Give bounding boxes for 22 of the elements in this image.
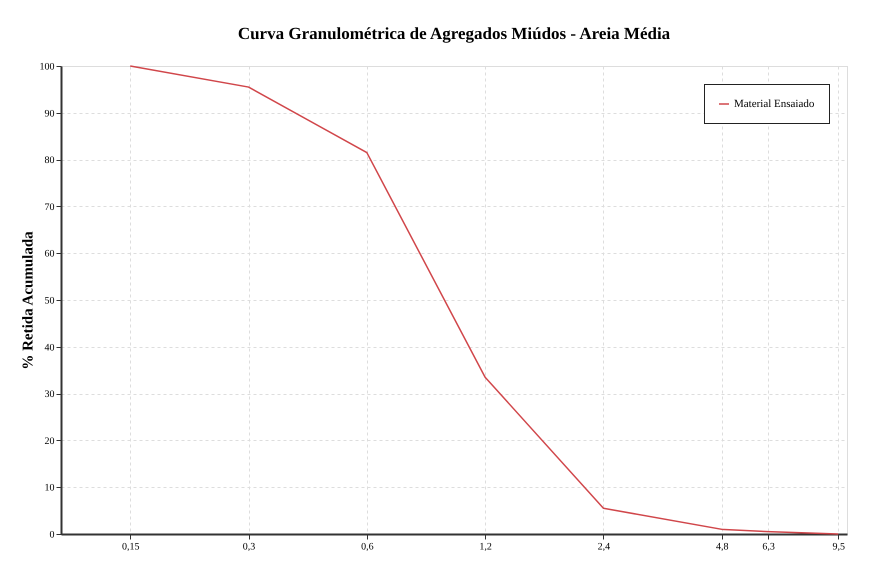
legend-label: Material Ensaiado [734, 98, 815, 110]
x-tick-label: 0,3 [242, 542, 256, 552]
x-tick-label: 1,2 [479, 542, 492, 552]
y-tick-label: 80 [44, 155, 54, 166]
x-tick-label: 2,4 [598, 542, 610, 552]
y-tick-label: 50 [44, 296, 54, 306]
x-tick-label: 0,6 [361, 542, 374, 552]
x-tick-label: 4,8 [716, 542, 728, 552]
x-tick-label: 6,3 [762, 542, 775, 552]
y-tick-label: 70 [44, 202, 54, 213]
y-tick-label: 100 [40, 62, 54, 72]
y-tick-label: 10 [44, 482, 54, 494]
x-tick-label: 0,15 [122, 542, 140, 552]
y-axis-title: % Retida Acumulada [20, 230, 36, 370]
chart-title: Curva Granulométrica de Agregados Miúdos - Areia Média [238, 24, 671, 43]
y-tick-label: 30 [44, 389, 54, 400]
y-tick-label: 90 [44, 108, 54, 120]
y-tick-label: 0 [50, 530, 54, 540]
x-tick-label: 9,5 [832, 542, 845, 552]
y-tick-label: 40 [44, 342, 54, 354]
y-tick-label: 60 [44, 248, 54, 260]
y-tick-label: 20 [44, 436, 54, 447]
